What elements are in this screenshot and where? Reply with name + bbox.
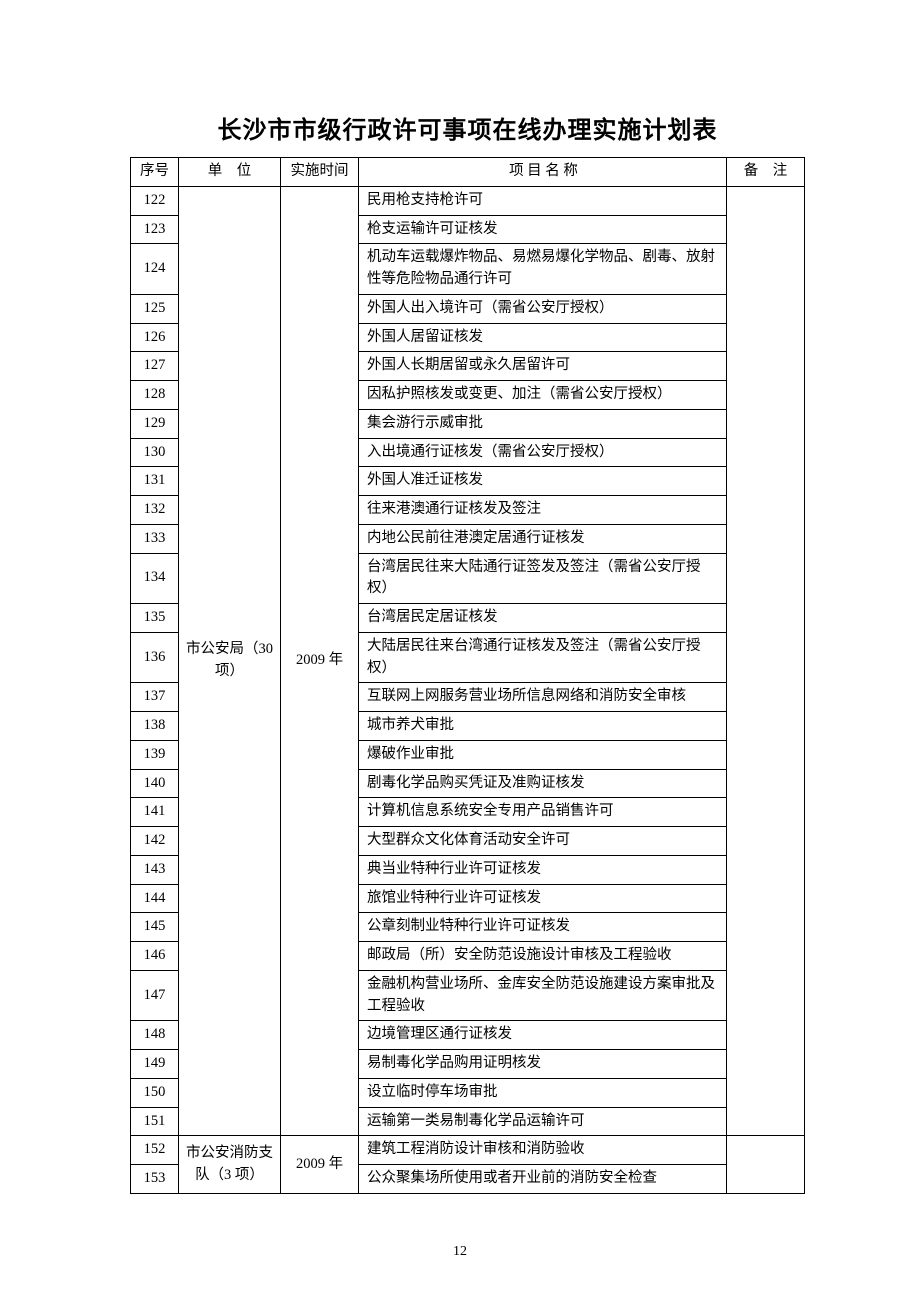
cell-seq: 151	[131, 1107, 179, 1136]
cell-name: 剧毒化学品购买凭证及准购证核发	[359, 769, 727, 798]
cell-seq: 122	[131, 186, 179, 215]
cell-name: 金融机构营业场所、金库安全防范设施建设方案审批及工程验收	[359, 970, 727, 1021]
cell-remark	[727, 186, 805, 1136]
cell-seq: 130	[131, 438, 179, 467]
header-unit: 单 位	[179, 158, 281, 187]
cell-seq: 144	[131, 884, 179, 913]
cell-name: 旅馆业特种行业许可证核发	[359, 884, 727, 913]
cell-remark	[727, 1136, 805, 1194]
header-name: 项 目 名 称	[359, 158, 727, 187]
cell-seq: 152	[131, 1136, 179, 1165]
cell-unit: 市公安消防支队（3 项）	[179, 1136, 281, 1194]
cell-name: 台湾居民定居证核发	[359, 604, 727, 633]
cell-seq: 148	[131, 1021, 179, 1050]
cell-seq: 138	[131, 712, 179, 741]
table-row: 122市公安局（30 项）2009 年民用枪支持枪许可	[131, 186, 805, 215]
cell-name: 典当业特种行业许可证核发	[359, 855, 727, 884]
cell-name: 枪支运输许可证核发	[359, 215, 727, 244]
cell-name: 大陆居民往来台湾通行证核发及签注（需省公安厅授权）	[359, 632, 727, 683]
cell-seq: 142	[131, 827, 179, 856]
cell-name: 边境管理区通行证核发	[359, 1021, 727, 1050]
cell-name: 往来港澳通行证核发及签注	[359, 496, 727, 525]
header-time: 实施时间	[281, 158, 359, 187]
cell-seq: 128	[131, 381, 179, 410]
cell-name: 集会游行示威审批	[359, 409, 727, 438]
cell-name: 民用枪支持枪许可	[359, 186, 727, 215]
table-header-row: 序号 单 位 实施时间 项 目 名 称 备 注	[131, 158, 805, 187]
cell-seq: 135	[131, 604, 179, 633]
cell-seq: 123	[131, 215, 179, 244]
cell-name: 内地公民前往港澳定居通行证核发	[359, 524, 727, 553]
cell-seq: 141	[131, 798, 179, 827]
header-seq: 序号	[131, 158, 179, 187]
cell-seq: 140	[131, 769, 179, 798]
cell-seq: 127	[131, 352, 179, 381]
document-title: 长沙市市级行政许可事项在线办理实施计划表	[130, 110, 805, 145]
cell-seq: 133	[131, 524, 179, 553]
cell-name: 机动车运载爆炸物品、易燃易爆化学物品、剧毒、放射性等危险物品通行许可	[359, 244, 727, 295]
cell-name: 城市养犬审批	[359, 712, 727, 741]
plan-table: 序号 单 位 实施时间 项 目 名 称 备 注 122市公安局（30 项）200…	[130, 157, 805, 1194]
cell-seq: 124	[131, 244, 179, 295]
cell-name: 外国人居留证核发	[359, 323, 727, 352]
cell-name: 运输第一类易制毒化学品运输许可	[359, 1107, 727, 1136]
cell-name: 台湾居民往来大陆通行证签发及签注（需省公安厅授权）	[359, 553, 727, 604]
table-row: 152市公安消防支队（3 项）2009 年建筑工程消防设计审核和消防验收	[131, 1136, 805, 1165]
cell-name: 公众聚集场所使用或者开业前的消防安全检查	[359, 1165, 727, 1194]
cell-name: 公章刻制业特种行业许可证核发	[359, 913, 727, 942]
cell-seq: 132	[131, 496, 179, 525]
cell-name: 计算机信息系统安全专用产品销售许可	[359, 798, 727, 827]
cell-seq: 147	[131, 970, 179, 1021]
cell-name: 入出境通行证核发（需省公安厅授权）	[359, 438, 727, 467]
cell-seq: 143	[131, 855, 179, 884]
cell-name: 大型群众文化体育活动安全许可	[359, 827, 727, 856]
cell-unit: 市公安局（30 项）	[179, 186, 281, 1136]
cell-seq: 136	[131, 632, 179, 683]
cell-name: 外国人准迁证核发	[359, 467, 727, 496]
cell-name: 易制毒化学品购用证明核发	[359, 1050, 727, 1079]
cell-time: 2009 年	[281, 186, 359, 1136]
cell-seq: 137	[131, 683, 179, 712]
cell-seq: 150	[131, 1078, 179, 1107]
cell-name: 爆破作业审批	[359, 740, 727, 769]
cell-name: 邮政局（所）安全防范设施设计审核及工程验收	[359, 942, 727, 971]
cell-seq: 129	[131, 409, 179, 438]
cell-name: 互联网上网服务营业场所信息网络和消防安全审核	[359, 683, 727, 712]
cell-seq: 153	[131, 1165, 179, 1194]
cell-seq: 131	[131, 467, 179, 496]
cell-name: 外国人长期居留或永久居留许可	[359, 352, 727, 381]
cell-name: 外国人出入境许可（需省公安厅授权）	[359, 294, 727, 323]
cell-name: 设立临时停车场审批	[359, 1078, 727, 1107]
header-remark: 备 注	[727, 158, 805, 187]
cell-seq: 146	[131, 942, 179, 971]
cell-seq: 149	[131, 1050, 179, 1079]
cell-seq: 145	[131, 913, 179, 942]
cell-seq: 125	[131, 294, 179, 323]
page-number: 12	[0, 1244, 920, 1260]
cell-name: 因私护照核发或变更、加注（需省公安厅授权）	[359, 381, 727, 410]
cell-seq: 134	[131, 553, 179, 604]
cell-time: 2009 年	[281, 1136, 359, 1194]
cell-seq: 139	[131, 740, 179, 769]
cell-name: 建筑工程消防设计审核和消防验收	[359, 1136, 727, 1165]
cell-seq: 126	[131, 323, 179, 352]
